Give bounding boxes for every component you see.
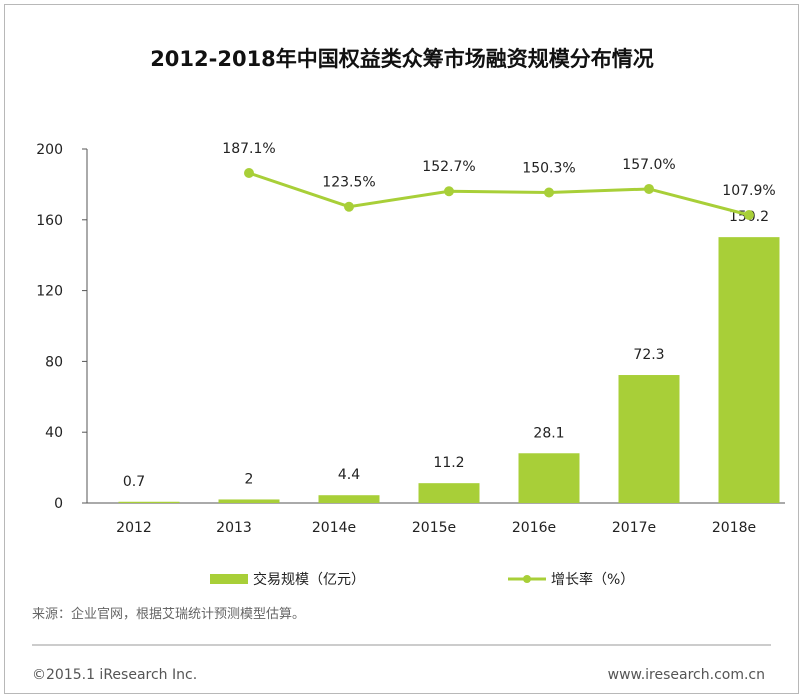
bar-value-label: 72.3 [633, 347, 664, 363]
growth-point [744, 210, 754, 220]
chart-legend: 交易规模（亿元） 增长率（%） [210, 571, 634, 588]
growth-point [344, 201, 354, 212]
chart-axes: 0 40 80 120 160 200 2012 2013 2014e 2015e 2016e 201… [36, 142, 785, 536]
x-tick-label: 2014e [312, 520, 356, 536]
x-tick-label: 2016e [512, 520, 556, 536]
website-text: www.iresearch.com.cn [608, 667, 765, 683]
bar [618, 375, 680, 503]
bar [718, 237, 780, 503]
bar-value-label: 4.4 [338, 467, 360, 483]
growth-line [248, 171, 750, 217]
growth-value-label: 107.9% [722, 183, 775, 199]
copyright-text: ©2015.1 iResearch Inc. [32, 667, 197, 683]
x-tick-label: 2013 [216, 520, 252, 536]
y-tick-label: 160 [36, 213, 63, 229]
y-tick-label: 0 [54, 496, 63, 512]
growth-value-label: 152.7% [422, 159, 475, 175]
chart-title: 2012-2018年中国权益类众筹市场融资规模分布情况 [150, 47, 654, 71]
bar-value-label: 0.7 [123, 474, 145, 490]
legend-bar-label: 交易规模（亿元） [253, 571, 365, 588]
bar [318, 495, 380, 503]
bar-value-label: 11.2 [433, 455, 464, 471]
chart-canvas: 2012-2018年中国权益类众筹市场融资规模分布情况 0 40 80 120 160 2… [32, 47, 785, 683]
bar [118, 501, 180, 503]
bar-value-label: 2 [245, 471, 254, 487]
growth-value-label: 150.3% [522, 161, 575, 177]
x-tick-label: 2017e [612, 520, 656, 536]
growth-value-label: 123.5% [322, 175, 375, 191]
growth-point [444, 186, 454, 197]
growth-point [644, 183, 654, 194]
y-tick-label: 120 [36, 284, 63, 300]
x-tick-label: 2018e [712, 520, 756, 536]
legend-line-marker [523, 575, 531, 583]
source-note: 来源：企业官网，根据艾瑞统计预测模型估算。 [32, 606, 305, 622]
growth-point [244, 168, 254, 178]
growth-line-series: 187.1% 123.5% 152.7% 150.3% 157.0% 107.9% [222, 141, 776, 220]
y-tick-label: 80 [45, 354, 63, 370]
growth-value-label: 187.1% [222, 141, 275, 157]
bar [418, 483, 480, 503]
bar [518, 453, 580, 503]
bar-value-label: 28.1 [533, 425, 564, 441]
growth-value-label: 157.0% [622, 157, 675, 173]
x-tick-label: 2012 [116, 520, 152, 536]
legend-bar-swatch [210, 574, 248, 584]
y-tick-label: 40 [45, 425, 63, 441]
bar-series: 0.724.411.228.172.3150.2 [118, 209, 780, 503]
y-tick-label: 200 [36, 142, 63, 158]
legend-line-label: 增长率（%） [551, 571, 634, 588]
x-tick-label: 2015e [412, 520, 456, 536]
chart-frame: 2012-2018年中国权益类众筹市场融资规模分布情况 0 40 80 120 160 2… [4, 4, 799, 694]
bar [218, 499, 280, 503]
growth-point [544, 187, 554, 198]
